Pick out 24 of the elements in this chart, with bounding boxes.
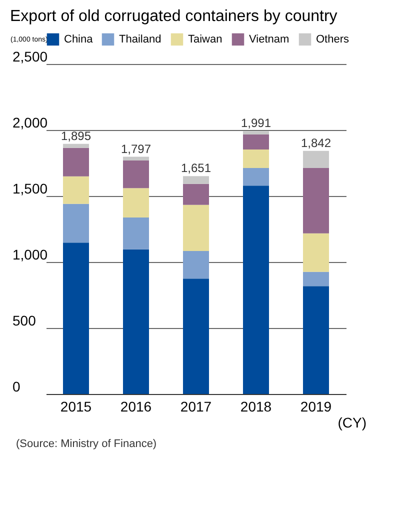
x-tick-label: 2018 <box>240 398 272 414</box>
y-tick-label: 1,000 <box>12 246 48 262</box>
legend-label: China <box>64 33 94 46</box>
y-tick-label: 0 <box>12 378 20 394</box>
x-axis-title: (CY) <box>338 414 366 430</box>
total-label: 1,797 <box>120 142 152 156</box>
legend-label: Vietnam <box>249 33 290 46</box>
x-tick-label: 2015 <box>60 398 92 414</box>
total-label: 1,842 <box>300 136 332 150</box>
legend-label: Taiwan <box>188 33 222 46</box>
y-tick-label: 1,500 <box>12 180 48 196</box>
x-tick-label: 2016 <box>120 398 152 414</box>
total-label: 1,895 <box>60 128 92 143</box>
total-label: 1,651 <box>180 161 212 176</box>
legend-label: Others <box>316 33 350 46</box>
y-tick-label: 2,500 <box>12 48 48 64</box>
text: (Source: Ministry of Finance) <box>16 438 157 450</box>
x-tick-label: 2017 <box>180 398 212 414</box>
y-tick-label: 500 <box>12 312 36 328</box>
total-label: 1,991 <box>240 116 272 130</box>
legend-label: Thailand <box>119 33 162 46</box>
x-tick-label: 2019 <box>300 398 332 414</box>
y-tick-label: 2,000 <box>12 114 48 130</box>
chart-title: Export of old corrugated containers by country <box>10 8 338 25</box>
